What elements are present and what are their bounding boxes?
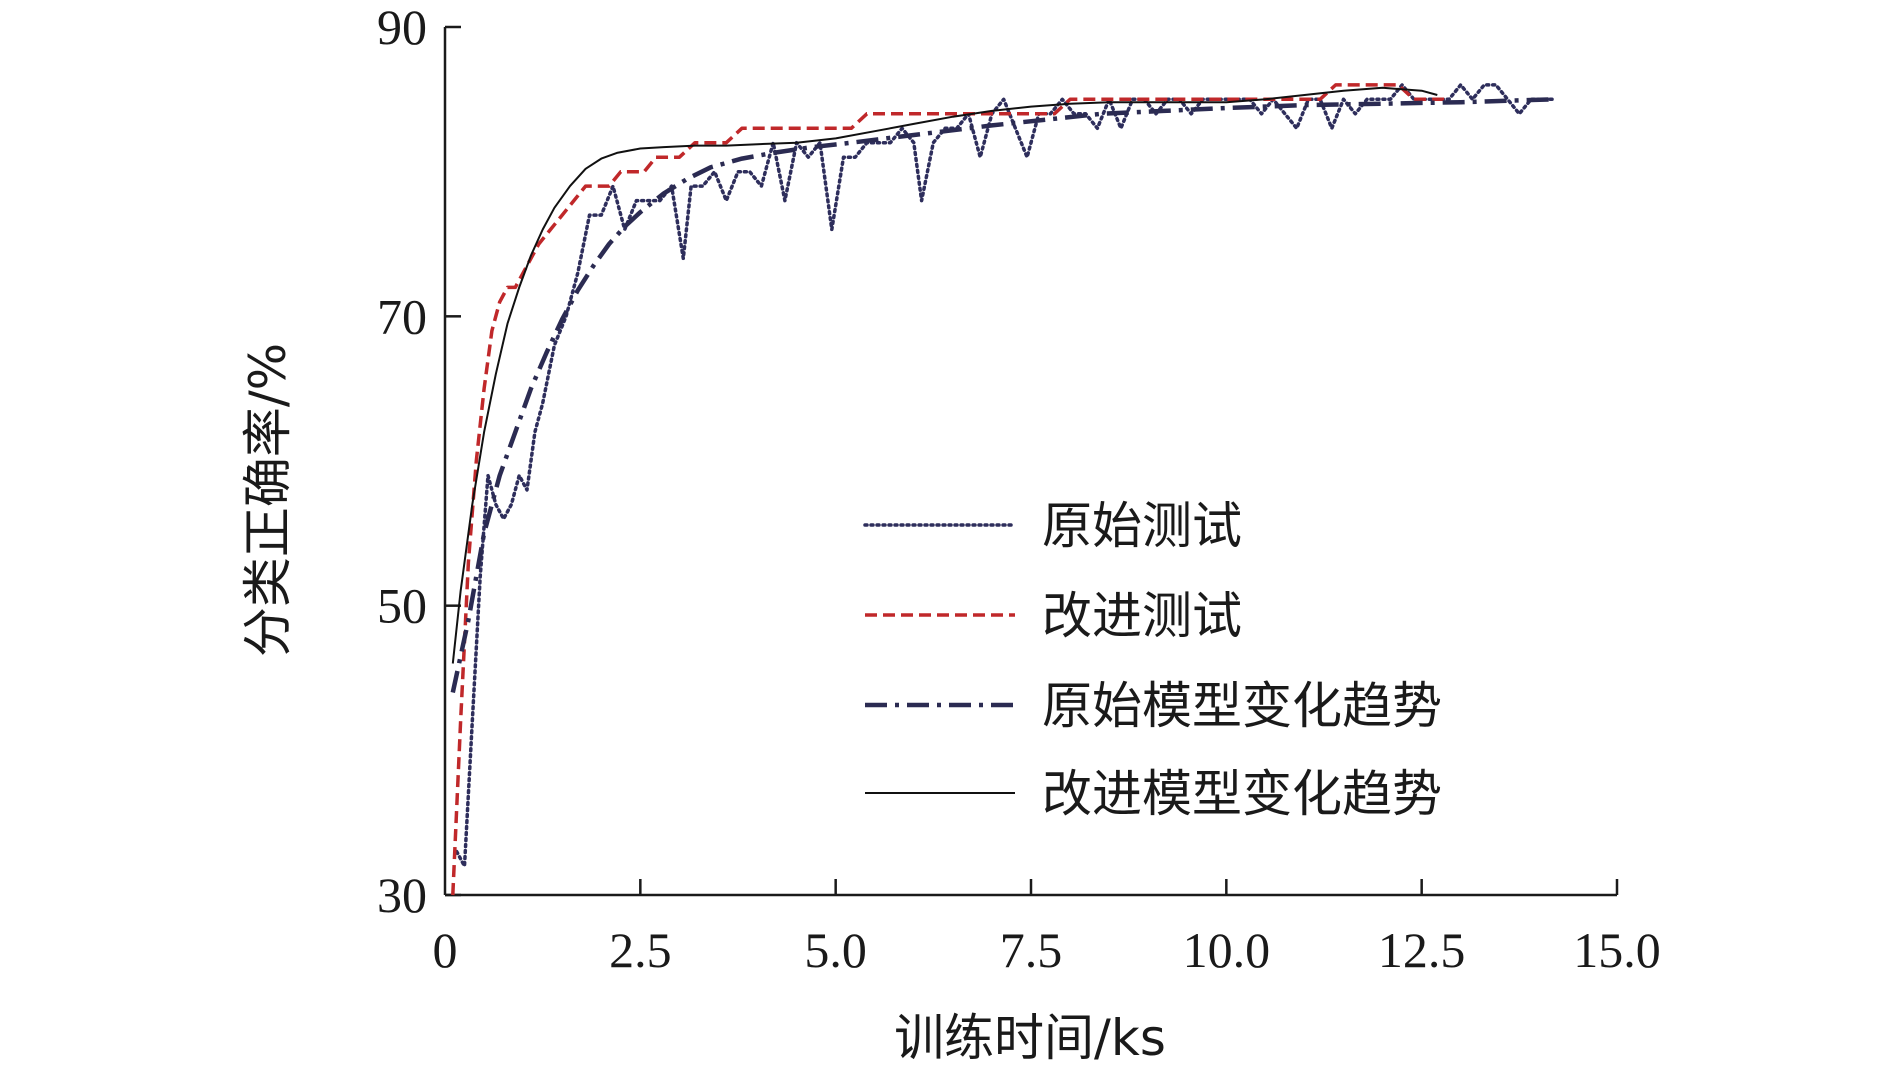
legend-label-3: 原始模型变化趋势	[1042, 677, 1442, 735]
legend-label-1: 原始测试	[1042, 497, 1242, 555]
series-line-4	[451, 86, 1438, 664]
x-tick-label: 5.0	[804, 922, 867, 978]
x-tick-label: 15.0	[1573, 922, 1661, 978]
series-line-3	[450, 97, 1555, 693]
x-tick-label: 2.5	[609, 922, 672, 978]
series-line-1	[454, 83, 1557, 868]
series	[450, 83, 1557, 896]
legend-label-4: 改进模型变化趋势	[1042, 765, 1442, 823]
y-tick-label: 90	[377, 0, 427, 55]
x-tick-label: 12.5	[1378, 922, 1466, 978]
legend-label-2: 改进测试	[1042, 587, 1242, 645]
x-tick-label: 7.5	[1000, 922, 1063, 978]
y-tick-label: 70	[377, 288, 427, 344]
ticks: 0 2.5 5.0 7.5 10.0 12.5 15.0 30 50 70 90	[377, 0, 1661, 978]
y-axis-title: 分类正确率/%	[239, 343, 297, 657]
y-tick-label: 30	[377, 867, 427, 923]
x-tick-label: 0	[433, 922, 458, 978]
y-tick-label: 50	[377, 578, 427, 634]
x-tick-label: 10.0	[1183, 922, 1271, 978]
series-line-2	[451, 83, 1446, 896]
x-axis-title: 训练时间/ks	[894, 1009, 1166, 1067]
